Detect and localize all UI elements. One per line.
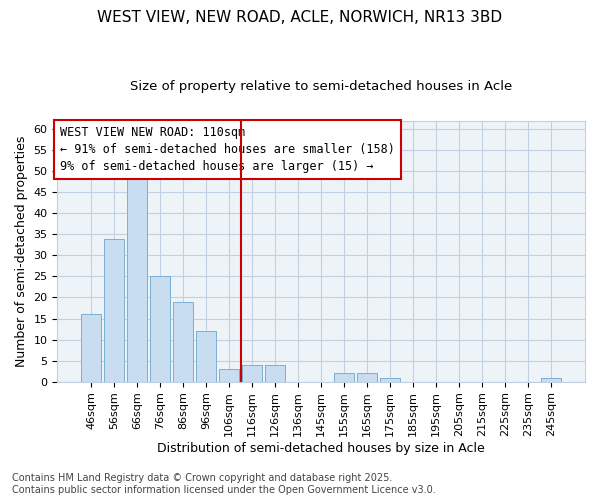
Bar: [380, 378, 400, 382]
Bar: [173, 302, 193, 382]
Bar: [220, 369, 239, 382]
Bar: [127, 171, 147, 382]
Bar: [334, 374, 354, 382]
Bar: [196, 331, 216, 382]
Bar: [541, 378, 561, 382]
Bar: [104, 238, 124, 382]
Text: WEST VIEW, NEW ROAD, ACLE, NORWICH, NR13 3BD: WEST VIEW, NEW ROAD, ACLE, NORWICH, NR13…: [97, 10, 503, 25]
X-axis label: Distribution of semi-detached houses by size in Acle: Distribution of semi-detached houses by …: [157, 442, 485, 455]
Bar: [358, 374, 377, 382]
Bar: [265, 365, 285, 382]
Y-axis label: Number of semi-detached properties: Number of semi-detached properties: [15, 136, 28, 367]
Bar: [242, 365, 262, 382]
Text: WEST VIEW NEW ROAD: 110sqm
← 91% of semi-detached houses are smaller (158)
9% of: WEST VIEW NEW ROAD: 110sqm ← 91% of semi…: [60, 126, 395, 173]
Bar: [151, 276, 170, 382]
Title: Size of property relative to semi-detached houses in Acle: Size of property relative to semi-detach…: [130, 80, 512, 93]
Text: Contains HM Land Registry data © Crown copyright and database right 2025.
Contai: Contains HM Land Registry data © Crown c…: [12, 474, 436, 495]
Bar: [82, 314, 101, 382]
